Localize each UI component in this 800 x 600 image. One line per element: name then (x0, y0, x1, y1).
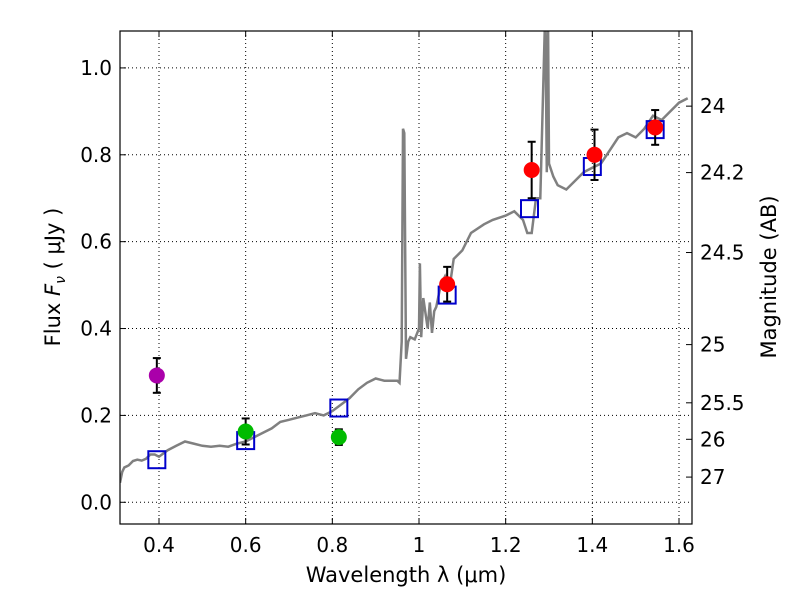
x-axis-label: Wavelength λ (μm) (306, 563, 507, 587)
spectrum-layer (120, 31, 689, 483)
observed-point (330, 429, 347, 446)
model-square-point (147, 450, 167, 470)
spectrum-line (120, 31, 689, 483)
x-tick-label: 0.4 (143, 533, 175, 557)
observed-point (148, 367, 165, 384)
x-tick-label: 0.6 (230, 533, 262, 557)
y2-tick-label: 27 (700, 465, 725, 489)
observed-point (523, 161, 540, 178)
y2-tick-label: 24.2 (700, 161, 745, 185)
model-square-point (520, 199, 539, 219)
y2-tick-label: 26 (700, 427, 725, 451)
y-tick-label: 0.6 (80, 230, 112, 254)
observed-point (647, 119, 664, 136)
y-tick-label: 0.2 (80, 403, 112, 427)
y-axis-label-prefix: Flux (41, 296, 65, 346)
model-square-point (329, 398, 349, 418)
y-tick-label: 0.0 (80, 490, 112, 514)
y2-tick-label: 24 (700, 94, 725, 118)
axis-ticks: 0.4 0.6 0.8 1 1.2 1.4 1.6 0.0 0.2 0.4 0.6 0.8 1.0 24 2… (80, 31, 745, 557)
y2-tick-label: 25 (700, 333, 725, 357)
plot-frame (119, 30, 693, 525)
y2-axis-label: Magnitude (AB) (757, 195, 781, 358)
x-tick-label: 0.8 (316, 533, 348, 557)
y-tick-label: 0.4 (80, 317, 112, 341)
y-tick-label: 0.8 (80, 143, 112, 167)
data-points (147, 109, 665, 470)
y-axis-label-suffix: ( μJy ) (41, 208, 65, 276)
observed-point (439, 276, 456, 293)
x-tick-label: 1 (413, 533, 426, 557)
y-axis-label-symbol: F (41, 283, 65, 296)
x-tick-label: 1.2 (490, 533, 522, 557)
x-tick-label: 1.4 (576, 533, 608, 557)
x-tick-label: 1.6 (663, 533, 695, 557)
y-axis-label: Flux Fν ( μJy ) (41, 208, 69, 347)
y2-tick-label: 24.5 (700, 241, 745, 265)
y-tick-label: 1.0 (80, 56, 112, 80)
y-axis-label-subscript: ν (53, 276, 69, 284)
y2-tick-label: 25.5 (700, 391, 745, 415)
observed-point (586, 146, 603, 163)
observed-point (237, 423, 254, 440)
